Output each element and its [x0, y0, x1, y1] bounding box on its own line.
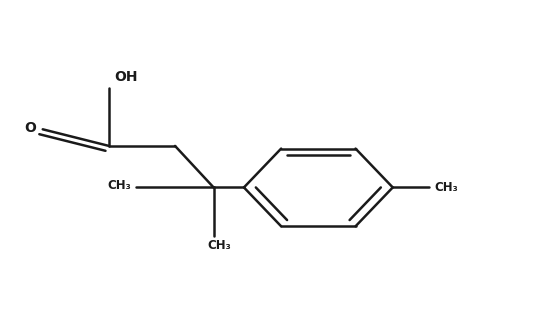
Text: O: O: [24, 121, 36, 135]
Text: CH₃: CH₃: [434, 181, 458, 194]
Text: OH: OH: [114, 70, 138, 84]
Text: CH₃: CH₃: [207, 239, 231, 252]
Text: CH₃: CH₃: [107, 179, 131, 192]
